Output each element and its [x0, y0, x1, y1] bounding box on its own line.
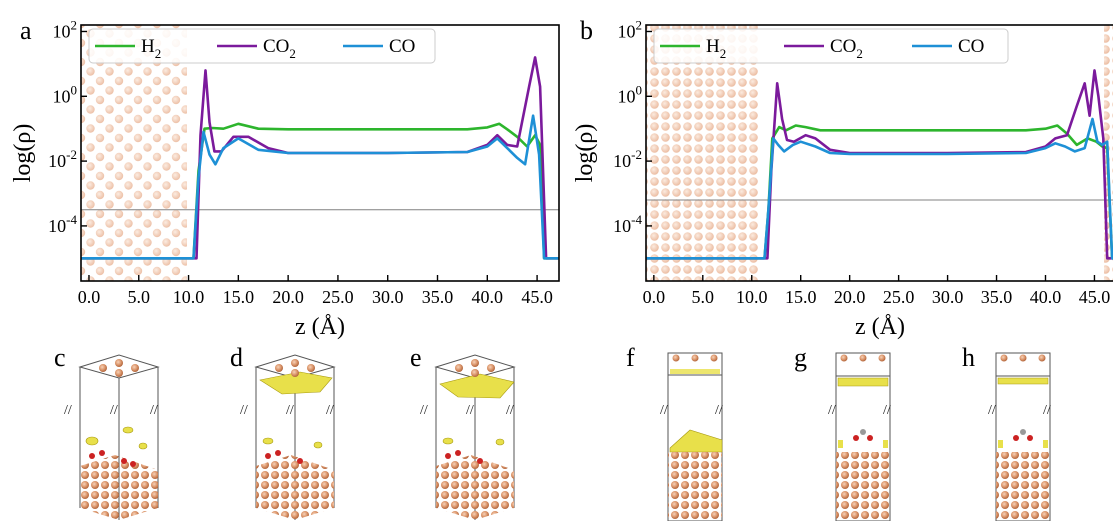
legend-box	[653, 28, 1009, 64]
plot-frame-b	[645, 24, 1113, 282]
x-tick-label: 40.0	[1030, 287, 1062, 307]
x-tick-label: 15.0	[785, 287, 817, 307]
svg-text://: //	[150, 403, 158, 418]
panel-label-e: e	[410, 343, 422, 372]
svg-text://: //	[715, 403, 723, 418]
x-tick-label: 5.0	[128, 287, 151, 307]
series-line-h2	[81, 122, 559, 260]
svg-text://: //	[286, 403, 294, 418]
series-line-co	[81, 114, 559, 260]
x-tick-label: 35.0	[422, 287, 454, 307]
svg-text://: //	[326, 403, 334, 418]
series-line-co	[646, 117, 1113, 260]
panel-label-g: g	[794, 343, 807, 372]
y-tick-label: 10-4	[48, 212, 77, 236]
x-tick-label: 45.0	[521, 287, 553, 307]
x-tick-label: 30.0	[372, 287, 404, 307]
svg-text://: //	[828, 403, 836, 418]
y-axis-label-a: log(ρ)	[10, 124, 36, 183]
structure-panel-g: // //	[828, 352, 891, 521]
panel-label-a: a	[20, 16, 32, 45]
structure-panel-f: // //	[660, 352, 723, 521]
legend-label-co: CO	[389, 36, 415, 57]
legend-label-h2: H2	[141, 36, 161, 61]
panel-label-b: b	[580, 16, 593, 45]
panel-label-c: c	[54, 343, 66, 372]
structure-panel-h: // //	[988, 352, 1051, 521]
svg-text://: //	[64, 403, 72, 418]
x-tick-label: 20.0	[834, 287, 866, 307]
x-axis-label-a: z (Å)	[295, 314, 345, 340]
legend-box	[88, 28, 436, 64]
panel-label-h: h	[962, 343, 975, 372]
y-tick-label: 100	[53, 82, 78, 106]
x-tick-label: 35.0	[981, 287, 1013, 307]
y-tick-label: 100	[618, 82, 643, 106]
y-tick-label: 10-4	[613, 212, 642, 236]
chart-b: 0.0 5.0 10.0 15.0 20.0 25.0 30.0 35.0 40.0 45.0 10…	[572, 17, 1113, 340]
x-tick-label: 10.0	[173, 287, 205, 307]
svg-text://: //	[660, 403, 668, 418]
structure-panel-d: // // //	[240, 354, 336, 520]
y-tick-label: 10-2	[613, 147, 642, 171]
x-tick-label: 25.0	[322, 287, 354, 307]
x-tick-label: 0.0	[643, 287, 666, 307]
legend-label-co2: CO2	[830, 36, 863, 61]
x-tick-label: 30.0	[932, 287, 964, 307]
svg-text://: //	[420, 403, 428, 418]
x-tick-label: 0.0	[78, 287, 101, 307]
legend-label-co2: CO2	[263, 36, 296, 61]
x-axis-label-b: z (Å)	[855, 314, 905, 340]
structure-panel-c: // // //	[64, 354, 160, 520]
y-tick-label: 102	[53, 17, 78, 41]
legend-label-co: CO	[958, 36, 984, 57]
svg-text://: //	[240, 403, 248, 418]
x-tick-label: 40.0	[472, 287, 504, 307]
x-tick-label: 20.0	[272, 287, 304, 307]
x-tick-label: 45.0	[1079, 287, 1111, 307]
slab-image-a	[81, 25, 187, 281]
y-axis-label-b: log(ρ)	[572, 124, 598, 183]
legend-label-h2: H2	[706, 36, 726, 61]
svg-text://: //	[1043, 403, 1051, 418]
x-tick-label: 10.0	[736, 287, 768, 307]
chart-a: 0.0 5.0 10.0 15.0 20.0 25.0 30.0 35.0 40.0 45.0 10…	[10, 17, 560, 340]
plot-frame-a	[80, 24, 560, 282]
svg-text://: //	[466, 403, 474, 418]
x-tick-label: 5.0	[692, 287, 715, 307]
panel-label-f: f	[626, 343, 635, 372]
svg-text://: //	[110, 403, 118, 418]
svg-text://: //	[883, 403, 891, 418]
svg-text://: //	[988, 403, 996, 418]
x-tick-label: 15.0	[223, 287, 255, 307]
svg-text://: //	[506, 403, 514, 418]
y-tick-label: 102	[618, 17, 643, 41]
y-tick-label: 10-2	[48, 147, 77, 171]
structure-panel-e: // // //	[420, 354, 516, 520]
x-tick-label: 25.0	[883, 287, 915, 307]
panel-label-d: d	[230, 343, 243, 372]
